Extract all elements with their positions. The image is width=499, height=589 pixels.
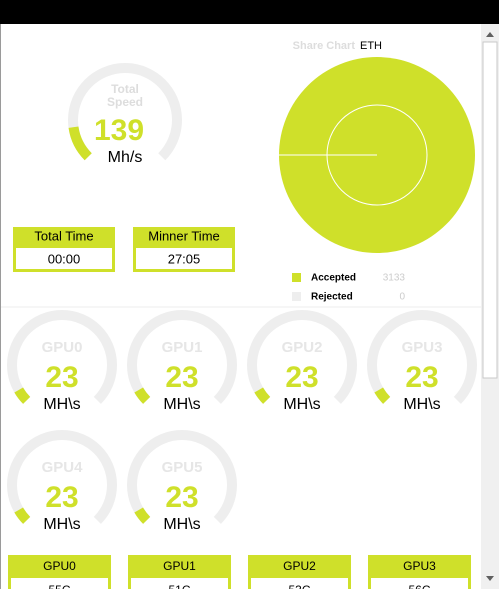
gauge-fill — [254, 387, 271, 404]
legend-swatch — [292, 292, 301, 301]
gpu-unit: MH\s — [163, 516, 200, 533]
legend-label: Accepted — [311, 273, 356, 284]
temp-field — [371, 578, 468, 589]
time-field — [16, 248, 112, 269]
gauge-fill — [134, 507, 151, 524]
gpu-label: GPU1 — [162, 339, 203, 356]
gpu-unit: MH\s — [163, 396, 200, 413]
legend-swatch — [292, 273, 301, 282]
temp-label: GPU2 — [283, 559, 316, 573]
speed-label: Speed — [107, 95, 143, 109]
temp-label: GPU1 — [163, 559, 196, 573]
legend-value: 0 — [399, 292, 405, 303]
gpu-speed: 23 — [405, 361, 438, 394]
legend-label: Rejected — [311, 292, 353, 303]
share-title: Share Chart — [293, 40, 356, 52]
gpu-label: GPU3 — [402, 339, 443, 356]
top-bar — [0, 0, 499, 24]
time-label: Total Time — [34, 228, 93, 243]
temp-value: 55C — [48, 583, 70, 589]
gpu-speed: 23 — [45, 361, 78, 394]
gpu-unit: MH\s — [403, 396, 440, 413]
speed-label: Total — [111, 82, 139, 96]
gpu-unit: MH\s — [283, 396, 320, 413]
temp-field — [131, 578, 228, 589]
gauge-track — [247, 310, 357, 404]
gauge-fill — [134, 387, 151, 404]
scroll-up[interactable] — [486, 32, 494, 37]
gpu-label: GPU5 — [162, 459, 203, 476]
gauge-track — [127, 310, 237, 404]
time-field — [136, 248, 232, 269]
gpu-label: GPU0 — [42, 339, 83, 356]
speed-unit: Mh/s — [108, 149, 143, 166]
scroll-down[interactable] — [486, 576, 494, 581]
temp-value: 56C — [408, 583, 430, 589]
time-label: Minner Time — [148, 228, 220, 243]
time-value: 27:05 — [168, 251, 201, 266]
gauge-fill — [14, 507, 31, 524]
gpu-speed: 23 — [285, 361, 318, 394]
temp-field — [11, 578, 108, 589]
temp-value: 53C — [288, 583, 310, 589]
gpu-unit: MH\s — [43, 396, 80, 413]
scrollbar-thumb[interactable] — [482, 41, 498, 379]
gauge-track — [7, 430, 117, 524]
gauge-fill — [68, 126, 92, 161]
temp-field — [251, 578, 348, 589]
gpu-speed: 23 — [165, 361, 198, 394]
gpu-unit: MH\s — [43, 516, 80, 533]
share-coin: ETH — [360, 40, 382, 52]
gauge-fill — [14, 387, 31, 404]
gauge-track — [7, 310, 117, 404]
gpu-label: GPU2 — [282, 339, 323, 356]
time-value: 00:00 — [48, 251, 81, 266]
gauge-track — [127, 430, 237, 524]
temp-label: GPU0 — [43, 559, 76, 573]
legend-value: 3133 — [383, 273, 406, 284]
gauge-track — [68, 63, 182, 161]
gauge-fill — [374, 387, 391, 404]
gpu-label: GPU4 — [42, 459, 84, 476]
gpu-speed: 23 — [165, 481, 198, 514]
temp-value: 51C — [168, 583, 190, 589]
gpu-speed: 23 — [45, 481, 78, 514]
temp-label: GPU3 — [403, 559, 436, 573]
gauge-track — [367, 310, 477, 404]
speed-value: 139 — [94, 114, 144, 147]
